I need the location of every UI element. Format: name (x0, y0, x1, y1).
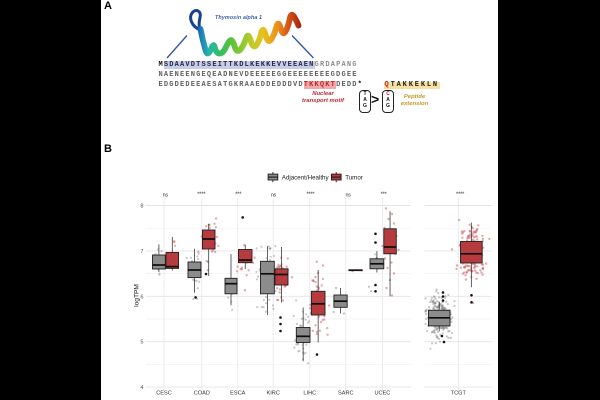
svg-text:ns: ns (345, 192, 351, 198)
svg-text:UCEC: UCEC (374, 391, 390, 397)
svg-text:****: **** (306, 192, 315, 198)
svg-text:ns: ns (271, 192, 277, 198)
svg-text:logTPM: logTPM (134, 284, 141, 307)
svg-text:KIRC: KIRC (267, 391, 280, 397)
svg-text:COAD: COAD (194, 391, 210, 397)
svg-text:Tumor: Tumor (345, 174, 363, 181)
svg-text:8: 8 (140, 204, 143, 210)
svg-text:SARC: SARC (338, 391, 354, 397)
svg-text:***: *** (235, 192, 242, 198)
svg-text:4: 4 (140, 385, 143, 391)
svg-text:ns: ns (163, 192, 169, 198)
svg-text:6: 6 (140, 294, 143, 300)
svg-text:5: 5 (140, 340, 143, 346)
svg-text:Adjacent/Healthy: Adjacent/Healthy (282, 174, 330, 181)
svg-text:LIHC: LIHC (303, 391, 316, 397)
svg-text:***: *** (380, 192, 387, 198)
svg-text:CESC: CESC (156, 391, 172, 397)
svg-text:ESCA: ESCA (230, 391, 246, 397)
svg-text:****: **** (197, 192, 206, 198)
svg-text:7: 7 (140, 249, 143, 255)
svg-text:TCGT: TCGT (451, 391, 467, 397)
svg-text:****: **** (456, 192, 465, 198)
